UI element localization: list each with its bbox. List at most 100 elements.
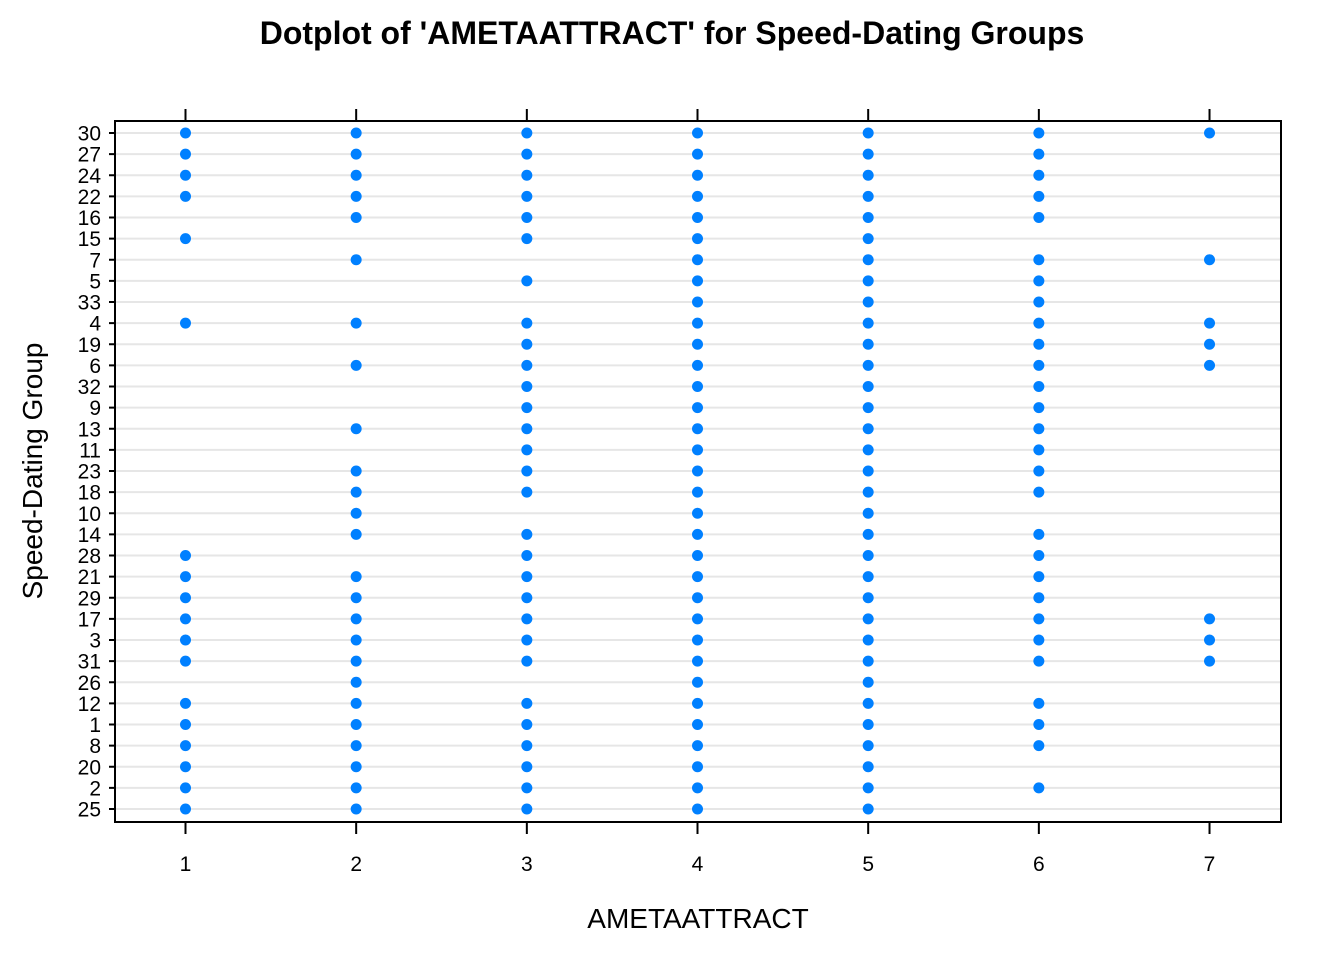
data-point bbox=[692, 317, 704, 329]
data-point bbox=[180, 740, 191, 752]
data-point bbox=[521, 697, 533, 709]
y-tick-label: 8 bbox=[89, 735, 101, 758]
data-point bbox=[862, 761, 874, 773]
x-tick-label: 1 bbox=[180, 853, 192, 876]
data-point bbox=[1033, 528, 1045, 540]
y-tick-label: 13 bbox=[78, 418, 101, 441]
data-point bbox=[1204, 338, 1216, 350]
data-point bbox=[692, 697, 704, 709]
data-point bbox=[1204, 613, 1216, 625]
data-point bbox=[862, 127, 874, 139]
data-point bbox=[521, 761, 533, 773]
data-point bbox=[350, 127, 362, 139]
data-point bbox=[180, 782, 191, 794]
data-point bbox=[862, 381, 874, 392]
data-point bbox=[692, 676, 704, 688]
data-point bbox=[1033, 275, 1045, 287]
data-point bbox=[692, 359, 704, 371]
data-point bbox=[180, 127, 191, 139]
y-tick-label: 20 bbox=[78, 756, 101, 779]
data-point bbox=[521, 634, 533, 646]
y-tick-label: 1 bbox=[89, 714, 101, 737]
data-point bbox=[862, 676, 874, 688]
data-point bbox=[692, 254, 704, 266]
data-point bbox=[1033, 212, 1045, 223]
chart-title: Dotplot of 'AMETAATTRACT' for Speed-Dati… bbox=[260, 15, 1085, 51]
data-point bbox=[1033, 655, 1045, 667]
data-point bbox=[350, 423, 362, 435]
data-point bbox=[1033, 296, 1045, 308]
data-point bbox=[180, 634, 191, 646]
data-point bbox=[862, 444, 874, 456]
data-point bbox=[521, 233, 533, 245]
y-tick-label: 2 bbox=[89, 777, 101, 800]
y-tick-label: 19 bbox=[78, 334, 101, 357]
data-point bbox=[862, 550, 874, 561]
data-point bbox=[692, 148, 704, 160]
y-tick-label: 16 bbox=[78, 207, 101, 230]
data-point bbox=[350, 719, 362, 730]
y-tick-label: 27 bbox=[78, 144, 101, 167]
data-point bbox=[350, 254, 362, 266]
data-point bbox=[521, 803, 533, 815]
data-point bbox=[1033, 148, 1045, 160]
data-point bbox=[862, 317, 874, 329]
data-point bbox=[521, 423, 533, 435]
data-point bbox=[1033, 550, 1045, 561]
y-tick-label: 14 bbox=[78, 524, 102, 547]
y-tick-label: 18 bbox=[78, 482, 101, 505]
y-tick-label: 7 bbox=[89, 249, 101, 272]
data-point bbox=[1033, 423, 1045, 435]
data-point bbox=[350, 359, 362, 371]
y-tick-label: 21 bbox=[78, 566, 101, 589]
data-point bbox=[180, 550, 191, 561]
data-point bbox=[521, 275, 533, 287]
data-point bbox=[521, 486, 533, 498]
y-tick-label: 6 bbox=[89, 355, 101, 378]
data-point bbox=[1033, 169, 1045, 181]
y-tick-label: 9 bbox=[89, 397, 101, 420]
data-point bbox=[180, 803, 191, 815]
y-tick-label: 17 bbox=[78, 608, 101, 631]
data-point bbox=[692, 592, 704, 604]
data-point bbox=[180, 655, 191, 667]
data-point bbox=[1033, 592, 1045, 604]
data-point bbox=[350, 571, 362, 583]
y-tick-label: 23 bbox=[78, 461, 101, 484]
data-point bbox=[180, 233, 191, 245]
data-point bbox=[692, 634, 704, 646]
y-tick-label: 33 bbox=[78, 292, 101, 315]
y-tick-label: 10 bbox=[78, 503, 101, 526]
data-point bbox=[350, 212, 362, 223]
data-point bbox=[692, 528, 704, 540]
x-axis-ticks: 1 2 3 4 5 6 7 bbox=[180, 109, 1215, 876]
data-point bbox=[692, 803, 704, 815]
y-tick-label: 15 bbox=[78, 228, 101, 251]
data-point bbox=[692, 613, 704, 625]
data-point bbox=[350, 190, 362, 202]
x-tick-label: 3 bbox=[521, 853, 533, 876]
data-point bbox=[521, 719, 533, 730]
y-tick-label: 5 bbox=[89, 270, 101, 293]
data-point bbox=[692, 423, 704, 435]
y-tick-label: 11 bbox=[79, 439, 101, 462]
data-point bbox=[692, 402, 704, 414]
data-point bbox=[350, 803, 362, 815]
data-point bbox=[1033, 782, 1045, 794]
data-point bbox=[692, 719, 704, 730]
data-point bbox=[350, 782, 362, 794]
data-point bbox=[180, 613, 191, 625]
data-point bbox=[692, 444, 704, 456]
x-tick-label: 4 bbox=[692, 853, 704, 876]
data-point bbox=[862, 233, 874, 245]
data-point bbox=[521, 613, 533, 625]
y-tick-label: 30 bbox=[78, 123, 101, 146]
data-point bbox=[180, 317, 191, 329]
data-point bbox=[521, 465, 533, 477]
data-point bbox=[350, 697, 362, 709]
data-point bbox=[692, 465, 704, 477]
data-point bbox=[350, 761, 362, 773]
data-point bbox=[180, 169, 191, 181]
data-point bbox=[1033, 190, 1045, 202]
